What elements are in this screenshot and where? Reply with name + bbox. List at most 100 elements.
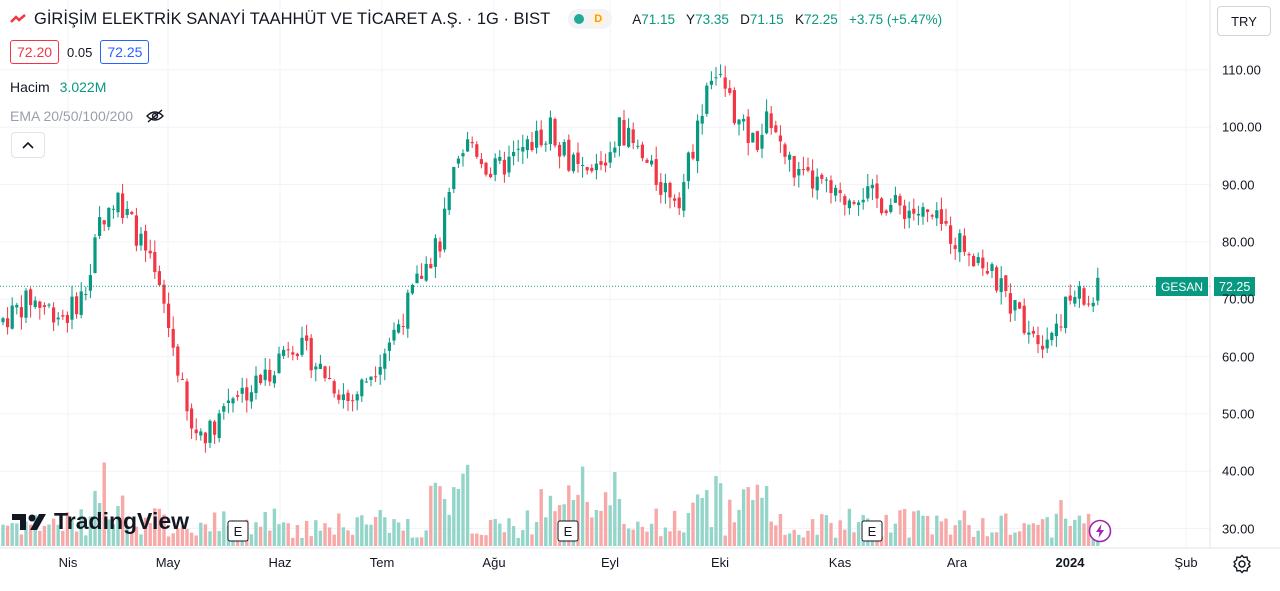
tradingview-logo-text: TradingView [54, 508, 190, 534]
lightning-icon[interactable] [1088, 519, 1112, 543]
candle-body [1, 318, 5, 323]
volume-bar [111, 524, 116, 546]
candle-body [852, 201, 856, 204]
volume-bar [981, 518, 985, 546]
candle-body [599, 161, 603, 165]
candle-body [949, 225, 953, 244]
volume-bar [668, 531, 672, 546]
price-tick-label: 70.00 [1222, 291, 1255, 307]
volume-bar [1059, 500, 1063, 546]
volume-bar [590, 517, 594, 546]
candle-body [755, 131, 759, 151]
candle-body [268, 369, 272, 382]
volume-bar [833, 537, 838, 546]
candle-body [972, 256, 976, 267]
candle-body [410, 284, 414, 294]
volume-bar [291, 537, 295, 546]
volume-bar [318, 530, 323, 546]
collapse-legend-button[interactable] [11, 132, 45, 158]
candle-body [222, 406, 226, 412]
tradingview-logo[interactable]: TradingView [12, 508, 189, 535]
candle-body [953, 245, 957, 249]
volume-bar [741, 489, 746, 546]
time-tick-label: Nis [58, 555, 78, 570]
gear-icon[interactable] [1232, 554, 1252, 574]
volume-bar [1073, 519, 1077, 546]
candle-body [38, 301, 42, 308]
ema-legend[interactable]: EMA 20/50/100/200 [10, 108, 165, 124]
volume-bar [976, 530, 980, 546]
candle-body [903, 205, 907, 219]
candle-body [622, 120, 626, 146]
candle-body [180, 378, 184, 380]
candle-body [240, 387, 244, 394]
volume-bar [419, 537, 424, 546]
candle-body [898, 195, 902, 206]
candle-body [815, 176, 819, 191]
candle-body [512, 152, 516, 157]
candle-body [1073, 297, 1077, 304]
candle-body [806, 167, 810, 171]
candle-body [962, 235, 966, 252]
currency-selector[interactable]: TRY [1217, 6, 1271, 36]
volume-bar [902, 508, 907, 546]
sell-price-button[interactable]: 72.20 [10, 40, 60, 64]
volume-bar [166, 536, 171, 546]
candle-body [88, 275, 92, 291]
volume-bar [1077, 515, 1082, 546]
volume-bar [737, 509, 741, 546]
volume-bar [383, 517, 387, 546]
candle-body [65, 314, 69, 323]
volume-bar [281, 522, 286, 546]
bid-ask-row: 72.20 0.05 72.25 [10, 40, 150, 64]
candle-body [1004, 275, 1008, 292]
candle-body [98, 217, 102, 237]
candle-body [1082, 288, 1086, 305]
candle-body [728, 88, 732, 93]
candle-body [429, 264, 433, 269]
candle-body [190, 408, 194, 429]
volume-bar [617, 498, 622, 546]
ohlc-high: Y73.35 [686, 11, 729, 27]
volume-bar [705, 489, 709, 546]
candle-body [939, 209, 943, 225]
volume-bar [1045, 517, 1049, 546]
buy-price-button[interactable]: 72.25 [100, 40, 150, 64]
volume-bar [912, 511, 916, 546]
candle-body [884, 210, 888, 214]
volume-bar [346, 530, 350, 546]
volume-bar [599, 510, 603, 546]
earnings-marker: E [234, 524, 243, 539]
candle-body [102, 220, 106, 225]
candle-body [493, 158, 497, 175]
volume-bar [424, 530, 428, 546]
volume-bar [1, 524, 5, 546]
earnings-marker: E [564, 524, 573, 539]
candle-body [663, 182, 667, 193]
volume-legend[interactable]: Hacim 3.022M [10, 79, 106, 95]
volume-bar [760, 497, 764, 546]
volume-bar [502, 532, 507, 546]
symbol-title[interactable]: GİRİŞİM ELEKTRİK SANAYİ TAAHHÜT VE TİCAR… [34, 9, 551, 28]
volume-bar [93, 490, 97, 546]
market-status[interactable]: D [568, 9, 613, 29]
candle-body [553, 118, 557, 146]
candle-body [489, 173, 493, 178]
candle-body [967, 253, 971, 256]
volume-bar [309, 536, 313, 546]
volume-bar [125, 527, 129, 546]
candle-body [824, 179, 828, 181]
candle-body [834, 187, 838, 196]
volume-bar [304, 520, 309, 546]
candle-body [167, 303, 171, 328]
volume-bar [300, 537, 304, 546]
time-tick-label: Eki [710, 555, 730, 570]
candle-body [935, 210, 939, 219]
time-tick-label: May [155, 555, 181, 570]
candle-body [613, 147, 617, 153]
candle-body [337, 394, 341, 400]
eye-hidden-icon[interactable] [145, 109, 165, 123]
volume-bar [659, 536, 663, 546]
time-tick-label: Şub [1174, 555, 1198, 570]
